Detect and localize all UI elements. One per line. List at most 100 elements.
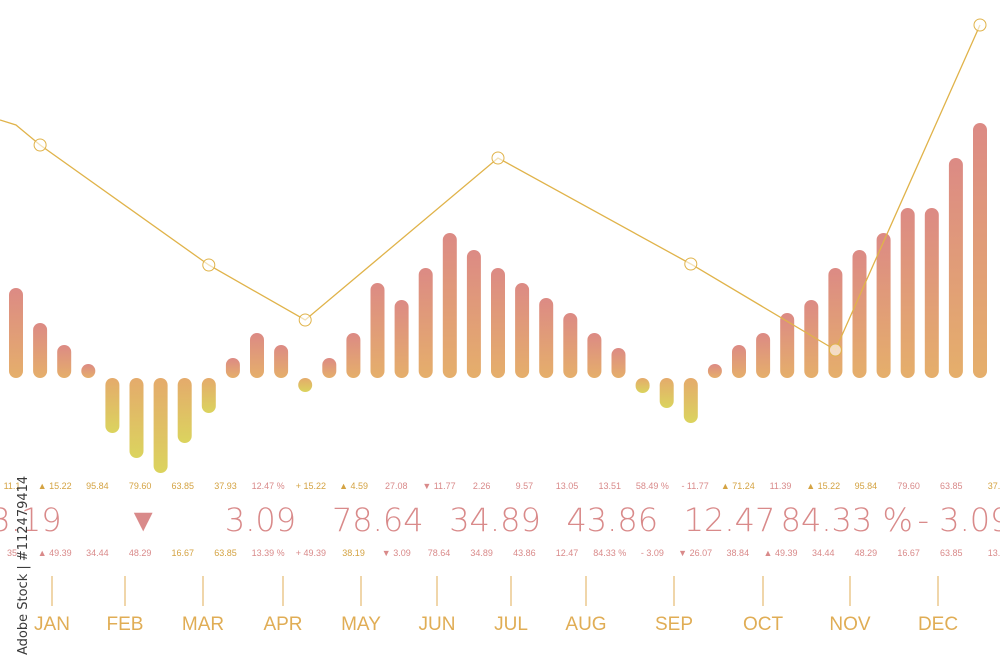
month-label: MAY	[341, 614, 381, 635]
bar	[732, 345, 746, 378]
bar	[177, 378, 192, 443]
bar	[683, 378, 698, 423]
ticker-value: 48.29	[129, 548, 152, 558]
ticker-value: 79.60	[129, 481, 152, 491]
ticker-value: ▼	[127, 501, 159, 539]
bar	[973, 123, 987, 378]
bar	[539, 298, 554, 378]
ticker-value: 2.26	[473, 481, 491, 491]
ticker-value: 3.09	[225, 501, 296, 539]
ticker-value: 37.93	[214, 481, 237, 491]
bar	[105, 378, 120, 433]
ticker-value: + 49.39	[296, 548, 326, 558]
ticker-value: 63.85	[940, 481, 963, 491]
bar	[394, 300, 409, 378]
bar	[9, 288, 23, 378]
ticker-value: 11.1	[4, 481, 21, 491]
month-label: JUN	[419, 614, 456, 635]
bar	[659, 378, 674, 408]
ticker-value: 12.47 %	[252, 481, 285, 491]
ticker-value: 34.89	[449, 501, 541, 539]
bar	[948, 158, 963, 378]
bar	[466, 250, 481, 378]
ticker-value: 13.51	[598, 481, 621, 491]
ticker-value: 58.49 %	[636, 481, 669, 491]
ticker-value: 13.	[988, 548, 1000, 558]
month-label: NOV	[829, 614, 871, 635]
line-point	[828, 343, 842, 357]
bar	[274, 345, 289, 378]
bar	[250, 333, 264, 378]
bar	[587, 333, 602, 378]
ticker-value: + 15.22	[296, 481, 326, 491]
ticker-value: 48.29	[855, 548, 878, 558]
ticker-value: 11.39	[770, 481, 792, 491]
bar	[33, 323, 48, 378]
ticker-value: 43.86	[513, 548, 536, 558]
bar	[418, 268, 433, 378]
ticker-value: 78.64	[332, 501, 424, 539]
month-label: JUL	[494, 614, 528, 635]
ticker-row-bottom: 35 ▲ 49.39 34.44 48.29 16.67 63.85 13.39 % + 49…	[7, 548, 1000, 558]
ticker-value: - 3.09	[641, 548, 664, 558]
ticker-row-top: 11.1 ▲ 15.22 95.84 79.60 63.85 37.93 12.47 % + …	[4, 481, 1000, 491]
month-label: AUG	[565, 614, 606, 635]
bar	[129, 378, 144, 458]
ticker-value: ▲ 15.22	[38, 481, 72, 491]
month-label: JAN	[34, 614, 70, 635]
ticker-value: 16.67	[897, 548, 920, 558]
ticker-value: ▼ 3.09	[382, 548, 411, 558]
bar	[852, 250, 867, 378]
ticker-value: 27.08	[385, 481, 408, 491]
month-label: MAR	[182, 614, 224, 635]
bar	[346, 333, 361, 378]
ticker-value: 63.85	[214, 548, 237, 558]
ticker-value: ▲ 49.39	[38, 548, 72, 558]
ticker-value: 35	[7, 548, 17, 558]
ticker-value: 95.84	[86, 481, 109, 491]
bar	[756, 333, 771, 378]
bar	[611, 348, 626, 378]
month-label: SEP	[655, 614, 693, 635]
ticker-value: 34.44	[812, 548, 835, 558]
bar	[563, 313, 578, 378]
bar	[635, 378, 650, 393]
ticker-value: 12.47	[556, 548, 579, 558]
line-point	[33, 138, 47, 152]
ticker-value: ▼ 11.77	[422, 481, 455, 491]
month-axis: JAN FEB MAR APR MAY JUN JUL AUG SEP OCT NOV DEC	[34, 576, 958, 635]
ticker-value: ▲ 15.22	[806, 481, 840, 491]
ticker-value: 79.60	[897, 481, 920, 491]
bar	[900, 208, 915, 378]
ticker-value: 43.86	[566, 501, 658, 539]
ticker-value: ▲ 4.59	[339, 481, 368, 491]
bar	[225, 358, 240, 378]
line-point	[298, 313, 312, 327]
month-label: APR	[263, 614, 302, 635]
ticker-value: 13.05	[556, 481, 579, 491]
ticker-value: 38.84	[727, 548, 750, 558]
month-label: FEB	[107, 614, 144, 635]
bar	[370, 283, 385, 378]
bar	[876, 233, 891, 378]
bar	[153, 378, 168, 473]
ticker-value: 63.85	[940, 548, 963, 558]
bar	[780, 313, 795, 378]
ticker-value: 37.	[988, 481, 1000, 491]
bar	[828, 268, 843, 378]
ticker-value: 84.33 %	[593, 548, 626, 558]
month-label: OCT	[743, 614, 784, 635]
ticker-value: - 11.77	[681, 481, 708, 491]
line-point	[684, 257, 698, 271]
bar	[707, 364, 722, 378]
line-point	[491, 151, 505, 165]
ticker-value: - 3.09	[918, 501, 1000, 539]
bar	[515, 283, 530, 378]
line-point	[973, 18, 987, 32]
ticker-value: 34.44	[86, 548, 109, 558]
bar	[81, 364, 96, 378]
month-label: DEC	[918, 614, 958, 635]
ticker-value: 9.57	[516, 481, 534, 491]
bar	[57, 345, 72, 378]
